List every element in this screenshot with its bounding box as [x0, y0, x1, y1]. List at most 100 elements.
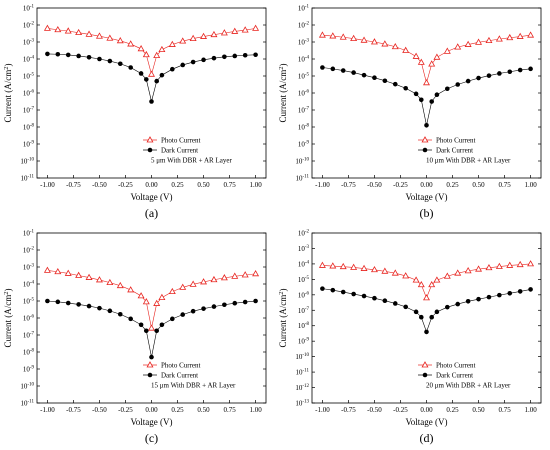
- photo-current-point: [241, 26, 249, 33]
- x-tick-label: -0.25: [118, 181, 133, 189]
- dark-current-point: [351, 291, 356, 297]
- photo-current-point: [433, 53, 441, 60]
- photo-current-point: [148, 324, 155, 331]
- photo-current-point: [106, 278, 114, 286]
- dark-current-point: [372, 295, 377, 301]
- photo-current-point: [318, 31, 326, 38]
- dark-current-point: [149, 99, 154, 104]
- photo-current-point: [158, 293, 166, 300]
- photo-current-point: [137, 292, 145, 299]
- dark-current-point: [154, 328, 160, 334]
- x-tick-label: 0.25: [171, 181, 184, 189]
- y-tick-label: 10-3: [23, 264, 35, 272]
- photo-current-point: [360, 36, 368, 43]
- photo-current-point: [153, 299, 161, 306]
- dark-current-point: [476, 296, 481, 302]
- photo-current-point: [85, 30, 93, 37]
- dark-current-point: [128, 316, 133, 322]
- dark-current-point: [497, 292, 502, 298]
- dark-current-point: [465, 78, 471, 84]
- y-tick-label: 10-9: [298, 338, 310, 346]
- dark-current-point: [86, 303, 92, 309]
- y-tick-label: 10-6: [298, 90, 310, 98]
- y-tick-label: 10-6: [298, 291, 310, 299]
- photo-current-point: [200, 32, 208, 39]
- dark-current-point: [528, 287, 533, 292]
- dark-current-point: [149, 354, 154, 360]
- dark-current-point: [242, 52, 248, 58]
- photo-current-point: [75, 271, 83, 278]
- y-tick-label: 10-7: [298, 107, 310, 115]
- dark-current-point: [445, 304, 450, 310]
- photo-current-point: [75, 28, 83, 36]
- photo-current-point: [329, 32, 337, 39]
- dark-current-point: [424, 329, 429, 335]
- legend-sample-label: 10 μm With DBR + AR Layer: [426, 157, 511, 165]
- dark-current-point: [242, 299, 248, 305]
- y-tick-label: 10-10: [295, 353, 309, 361]
- x-tick-label: -0.50: [367, 406, 382, 414]
- y-tick-label: 10-13: [295, 400, 309, 408]
- photo-current-point: [485, 36, 493, 44]
- photo-current-point: [210, 30, 218, 38]
- photo-current-point: [318, 261, 326, 268]
- x-tick-label: -0.50: [92, 406, 107, 414]
- panel-label: (b): [420, 206, 434, 220]
- photo-current-point: [391, 269, 399, 276]
- chart-panel: 10-11 10-10 10-9 10-8 10-7 10-6 10-5 10-4 10-3 10…: [3, 5, 267, 220]
- x-tick-label: 0.50: [197, 406, 210, 414]
- dark-current-point: [418, 314, 424, 320]
- panel-label: (a): [145, 206, 158, 220]
- dark-current-point: [429, 99, 435, 104]
- y-tick-label: 10-3: [298, 245, 310, 253]
- dark-current-point: [65, 52, 71, 58]
- photo-current-point: [370, 38, 378, 45]
- dark-current-point: [418, 97, 424, 103]
- x-tick-label: 1.00: [249, 406, 262, 414]
- photo-current-point: [179, 37, 187, 44]
- chart-panel: 10-11 10-10 10-9 10-8 10-7 10-6 10-5 10-4 10-3 10…: [278, 5, 542, 220]
- photo-current-point: [158, 45, 166, 53]
- dark-current-point: [434, 309, 440, 315]
- photo-current-point: [370, 265, 378, 273]
- x-tick-label: 0.00: [145, 181, 158, 189]
- dark-current-point: [55, 299, 61, 305]
- photo-current-point: [443, 47, 451, 54]
- y-tick-label: 10-9: [298, 141, 310, 149]
- photo-current-point: [350, 263, 358, 270]
- photo-current-point: [148, 70, 155, 77]
- y-tick-label: 10-4: [298, 56, 310, 64]
- photo-current-point: [485, 263, 493, 271]
- y-tick-label: 10-5: [23, 73, 35, 81]
- legend-photo-label: Photo Current: [161, 362, 201, 370]
- dark-current-point: [445, 86, 450, 92]
- dark-current-point: [232, 53, 238, 59]
- y-axis-label: Current (A/cm2): [278, 289, 288, 348]
- photo-current-point: [252, 269, 260, 277]
- y-axis-label: Current (A/cm2): [3, 64, 13, 123]
- dark-current-point: [320, 65, 325, 70]
- y-tick-label: 10-10: [295, 158, 309, 166]
- dark-current-point: [201, 306, 206, 311]
- y-tick-label: 10-12: [295, 384, 309, 392]
- photo-current-point: [454, 43, 462, 50]
- dark-current-point: [180, 62, 186, 68]
- dark-current-point: [222, 54, 227, 60]
- photo-current-point: [64, 269, 72, 276]
- photo-current-point: [210, 275, 218, 283]
- y-tick-label: 10-1: [23, 5, 35, 13]
- y-tick-label: 10-8: [23, 349, 35, 357]
- photo-current-point: [506, 261, 514, 268]
- legend-dark-marker: [422, 147, 428, 153]
- photo-current-point: [252, 24, 260, 31]
- dark-current-point: [528, 66, 533, 72]
- x-tick-label: 0.50: [472, 406, 485, 414]
- photo-current-point: [54, 25, 62, 33]
- photo-current-point: [475, 265, 483, 272]
- x-tick-label: 1.00: [524, 181, 537, 189]
- dark-current-point: [128, 65, 133, 70]
- y-tick-label: 10-11: [296, 175, 310, 183]
- dark-current-point: [476, 75, 481, 81]
- photo-current-point: [127, 286, 135, 293]
- photo-current-point: [402, 272, 410, 279]
